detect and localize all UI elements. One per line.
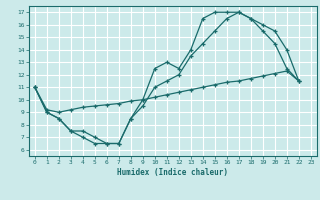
X-axis label: Humidex (Indice chaleur): Humidex (Indice chaleur) <box>117 168 228 177</box>
